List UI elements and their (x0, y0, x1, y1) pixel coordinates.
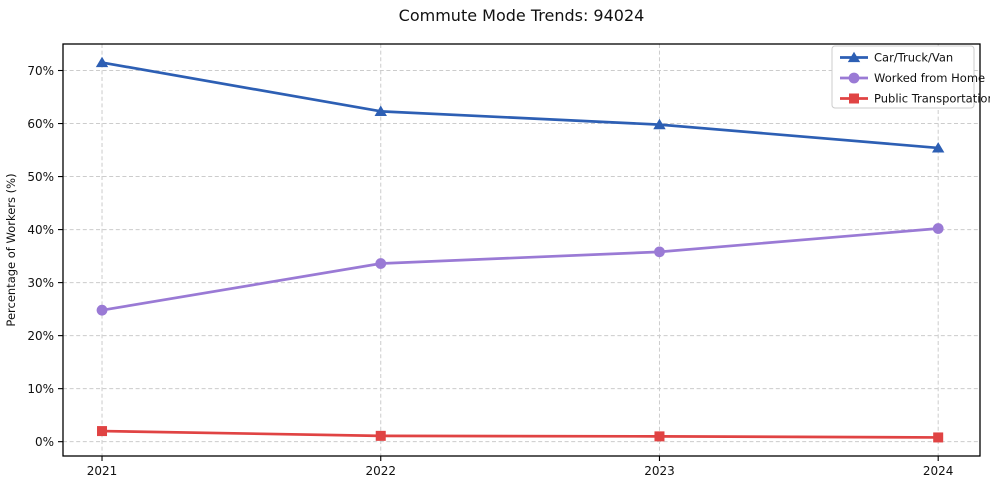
y-tick-label: 10% (27, 382, 54, 396)
circle-marker-worked-from-home (375, 258, 387, 269)
axis-ticks (58, 69, 939, 461)
chart-title: Commute Mode Trends: 94024 (398, 6, 645, 25)
y-tick-label: 20% (27, 329, 54, 343)
series-line-car-truck-van (100, 61, 940, 150)
legend-square-marker (849, 93, 859, 104)
legend-label: Worked from Home (874, 71, 985, 85)
legend-triangle-marker (847, 51, 861, 63)
series-car-truck-van (95, 56, 945, 153)
series-public-transportation (97, 426, 944, 443)
circle-marker-worked-from-home (654, 246, 665, 258)
legend-entry-worked-from-home: Worked from Home (840, 71, 985, 85)
legend-entry-public-transportation: Public Transportation (840, 92, 990, 106)
y-tick-label: 50% (27, 170, 54, 184)
y-axis-label: Percentage of Workers (%) (4, 173, 18, 326)
triangle-marker-car-truck-van (653, 118, 666, 130)
series-line-worked-from-home (100, 227, 940, 312)
legend-label: Car/Truck/Van (874, 51, 953, 65)
square-marker-public-transportation (375, 430, 386, 441)
x-tick-label: 2021 (87, 464, 118, 478)
circle-marker-worked-from-home (96, 304, 108, 316)
gridlines (63, 44, 980, 456)
y-tick-label: 30% (27, 276, 54, 290)
series-worked-from-home (96, 223, 944, 316)
square-marker-public-transportation (654, 431, 665, 442)
triangle-marker-car-truck-van (931, 142, 945, 153)
legend-entry-car-truck-van: Car/Truck/Van (840, 51, 953, 65)
legend-box (831, 45, 975, 109)
x-tick-label: 2022 (365, 464, 396, 478)
y-tick-label: 70% (27, 64, 54, 78)
square-marker-public-transportation (933, 432, 944, 443)
series-line-public-transportation (100, 429, 940, 439)
triangle-marker-car-truck-van (374, 105, 387, 116)
triangle-marker-car-truck-van (95, 56, 109, 68)
y-tick-label: 60% (27, 117, 54, 131)
legend: Car/Truck/Van Worked from Home Public Tran… (831, 45, 990, 109)
legend-label: Public Transportation (874, 92, 990, 106)
y-tick-label: 0% (35, 435, 54, 449)
square-marker-public-transportation (97, 426, 108, 437)
legend-circle-marker (848, 72, 860, 84)
circle-marker-worked-from-home (932, 223, 944, 234)
x-tick-label: 2024 (923, 464, 954, 478)
plot-border (62, 43, 981, 457)
x-tick-label: 2023 (644, 464, 675, 478)
y-tick-label: 40% (27, 223, 54, 237)
